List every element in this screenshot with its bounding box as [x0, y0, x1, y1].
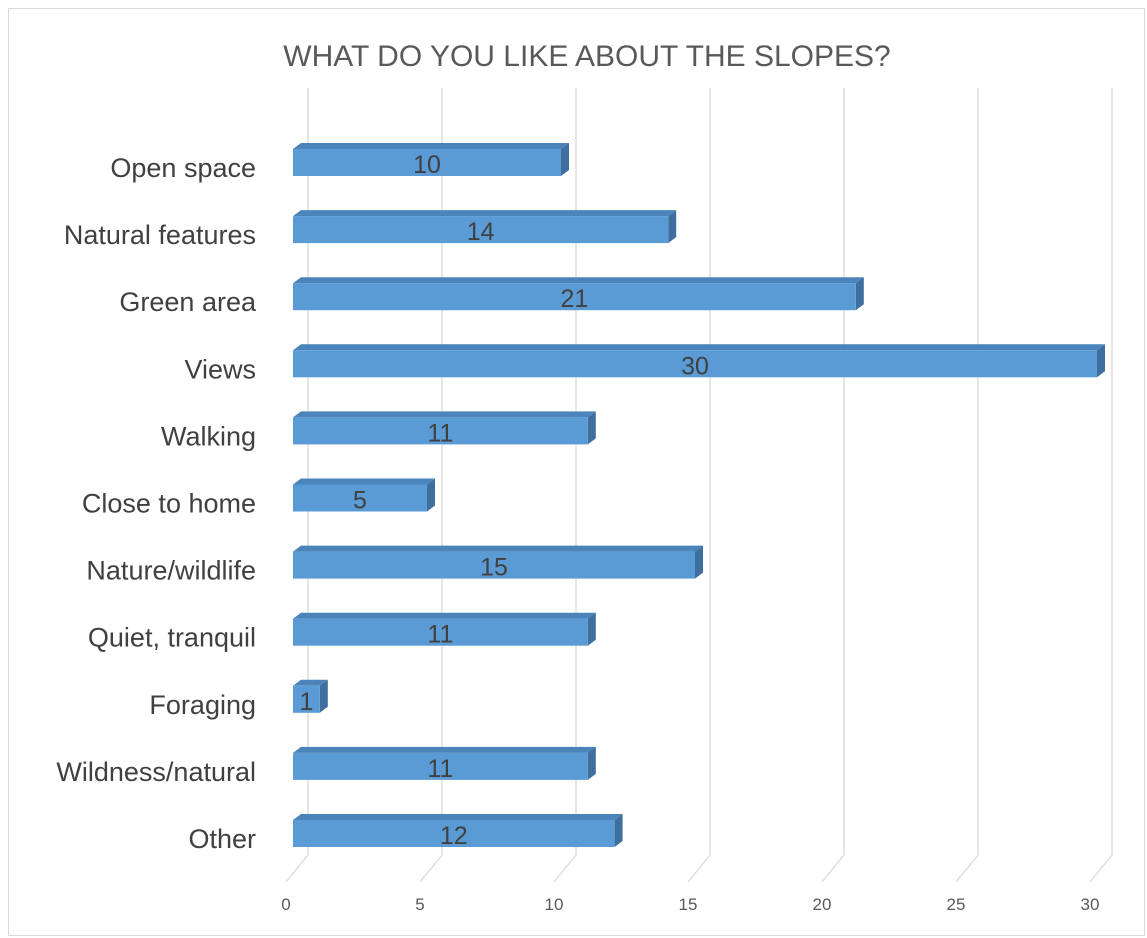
bar-top-face [293, 545, 703, 552]
bar-side-face [319, 679, 328, 713]
data-label: 11 [427, 621, 453, 649]
bar-top-face [293, 679, 328, 686]
bar [293, 417, 588, 445]
bar-top-face [293, 478, 435, 485]
x-tick-label: 0 [281, 895, 290, 914]
category-label: Open space [110, 153, 256, 183]
category-label: Other [188, 824, 256, 854]
data-label: 11 [427, 755, 453, 783]
floor-gridline [285, 854, 309, 883]
bar-top-face [293, 612, 596, 619]
data-label: 21 [560, 285, 588, 313]
x-tick-label: 15 [679, 895, 698, 914]
bar-side-face [587, 612, 596, 646]
bar-side-face [614, 814, 623, 847]
bar-side-face [695, 545, 703, 579]
category-label: Natural features [64, 220, 256, 250]
data-label: 1 [299, 688, 313, 716]
bar [293, 618, 588, 646]
data-label: 5 [353, 487, 367, 515]
floor-gridline [1089, 854, 1113, 883]
category-label: Quiet, tranquil [88, 623, 256, 653]
bar-side-face [668, 210, 677, 244]
bar-side-face [561, 143, 569, 176]
x-tick-label: 5 [415, 895, 424, 914]
floor-gridline [955, 854, 979, 883]
x-tick-label: 20 [813, 895, 832, 914]
category-label: Walking [161, 421, 256, 451]
x-tick-label: 30 [1081, 895, 1100, 914]
data-label: 11 [427, 419, 453, 447]
x-axis-ticks: 0 5 10 15 20 25 30 [281, 895, 1099, 914]
data-label: 30 [681, 352, 709, 380]
category-label: Wildness/natural [56, 757, 256, 787]
data-label: 15 [480, 554, 508, 582]
bar [293, 350, 1097, 378]
category-label: Green area [119, 287, 257, 317]
floor-gridline [687, 854, 711, 883]
bar-side-face [587, 411, 596, 445]
bar-side-face [587, 746, 596, 780]
chart-title: WHAT DO YOU LIKE ABOUT THE SLOPES? [283, 40, 890, 73]
bar-side-face [427, 478, 435, 512]
bar [293, 685, 320, 713]
bar-top-face [293, 411, 596, 418]
bar [293, 752, 588, 780]
category-label: Close to home [82, 489, 256, 519]
bar-top-face [293, 344, 1105, 351]
bar [293, 484, 427, 512]
x-tick-label: 10 [545, 895, 564, 914]
bars [293, 143, 1105, 847]
bar [293, 820, 615, 847]
category-label: Views [184, 354, 256, 384]
floor-gridline [553, 854, 577, 883]
bar-top-face [293, 746, 596, 753]
data-label: 10 [413, 151, 441, 179]
floor-gridline [821, 854, 845, 883]
bar [293, 216, 669, 244]
bar-side-face [1097, 344, 1105, 378]
bar [293, 551, 695, 579]
bar [293, 149, 561, 176]
bar-top-face [293, 277, 864, 284]
data-label: 14 [467, 218, 495, 246]
bar [293, 283, 856, 311]
floor-gridline [419, 854, 443, 883]
x-tick-label: 25 [947, 895, 966, 914]
data-label: 12 [440, 822, 468, 850]
bar-top-face [293, 143, 569, 149]
category-label: Nature/wildlife [86, 556, 256, 586]
category-labels: Open space Natural features Green area View… [56, 153, 257, 854]
bar-top-face [293, 814, 623, 820]
bar-side-face [855, 277, 864, 311]
bar-top-face [293, 210, 677, 217]
category-label: Foraging [149, 690, 256, 720]
